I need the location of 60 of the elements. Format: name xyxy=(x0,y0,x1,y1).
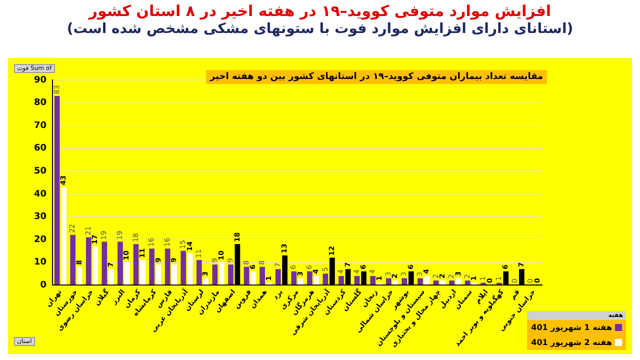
bar xyxy=(196,260,202,285)
legend-label: هفته 1 شهریور 401 xyxy=(531,323,612,332)
bar xyxy=(70,234,76,285)
annotation: مقایسه تعداد بیماران متوفی کووید–۱۹ در استانهای کشور بین دو هفته اخیر xyxy=(206,70,548,84)
bar xyxy=(172,264,177,285)
y-tick-label: 70 xyxy=(34,120,47,131)
bar xyxy=(212,264,218,285)
bar xyxy=(250,271,256,285)
bar xyxy=(76,266,82,285)
bar xyxy=(370,276,376,285)
bar xyxy=(102,242,108,285)
y-tick-label: 40 xyxy=(34,189,47,200)
y-tick-label: 20 xyxy=(34,234,47,245)
chart-subtitle: (استانای دارای افزایش موارد فوت با ستونهای مشکی مشخص شده است) xyxy=(66,21,574,37)
bar xyxy=(433,280,439,285)
bar xyxy=(464,280,470,285)
y-tick-label: 80 xyxy=(34,98,47,108)
bar xyxy=(392,280,398,285)
bar xyxy=(187,253,193,285)
bar xyxy=(118,242,123,285)
bar xyxy=(164,248,170,285)
bar xyxy=(307,271,312,285)
bar xyxy=(298,278,304,285)
bar xyxy=(108,269,114,285)
bar xyxy=(449,280,454,285)
bar xyxy=(61,187,66,285)
bar xyxy=(354,276,360,285)
bar xyxy=(228,264,234,285)
bar xyxy=(140,260,146,285)
bar xyxy=(92,246,98,285)
y-tick-label: 30 xyxy=(34,212,47,222)
bar xyxy=(180,250,186,285)
bar xyxy=(291,271,297,285)
y-tick-label: 50 xyxy=(34,166,47,176)
bar xyxy=(418,278,423,285)
bar xyxy=(322,274,328,285)
y-tick-label: 10 xyxy=(34,258,47,268)
bar xyxy=(338,276,344,285)
bar xyxy=(124,262,130,285)
bar xyxy=(440,280,446,285)
bar xyxy=(149,248,154,285)
bar xyxy=(260,266,266,285)
bar xyxy=(456,278,462,285)
bar xyxy=(275,269,281,285)
legend-label: هفته 2 شهریور 401 xyxy=(531,338,612,347)
bar xyxy=(156,264,162,285)
y-tick-label: 0 xyxy=(40,280,47,290)
y-tick-label: 90 xyxy=(34,75,47,86)
chart-title: افزایش موارد متوفی کووید–۱۹ در هفته اخیر در ۸ استان کشور xyxy=(87,2,552,20)
bar xyxy=(424,276,430,285)
bar xyxy=(386,278,392,285)
bar xyxy=(402,278,408,285)
bar xyxy=(54,96,60,285)
bar xyxy=(314,276,320,285)
bar xyxy=(244,266,250,285)
bar xyxy=(218,262,224,285)
bar xyxy=(203,278,209,285)
bar xyxy=(86,237,92,285)
y-tick-label: 60 xyxy=(34,144,47,154)
bar xyxy=(133,244,139,285)
